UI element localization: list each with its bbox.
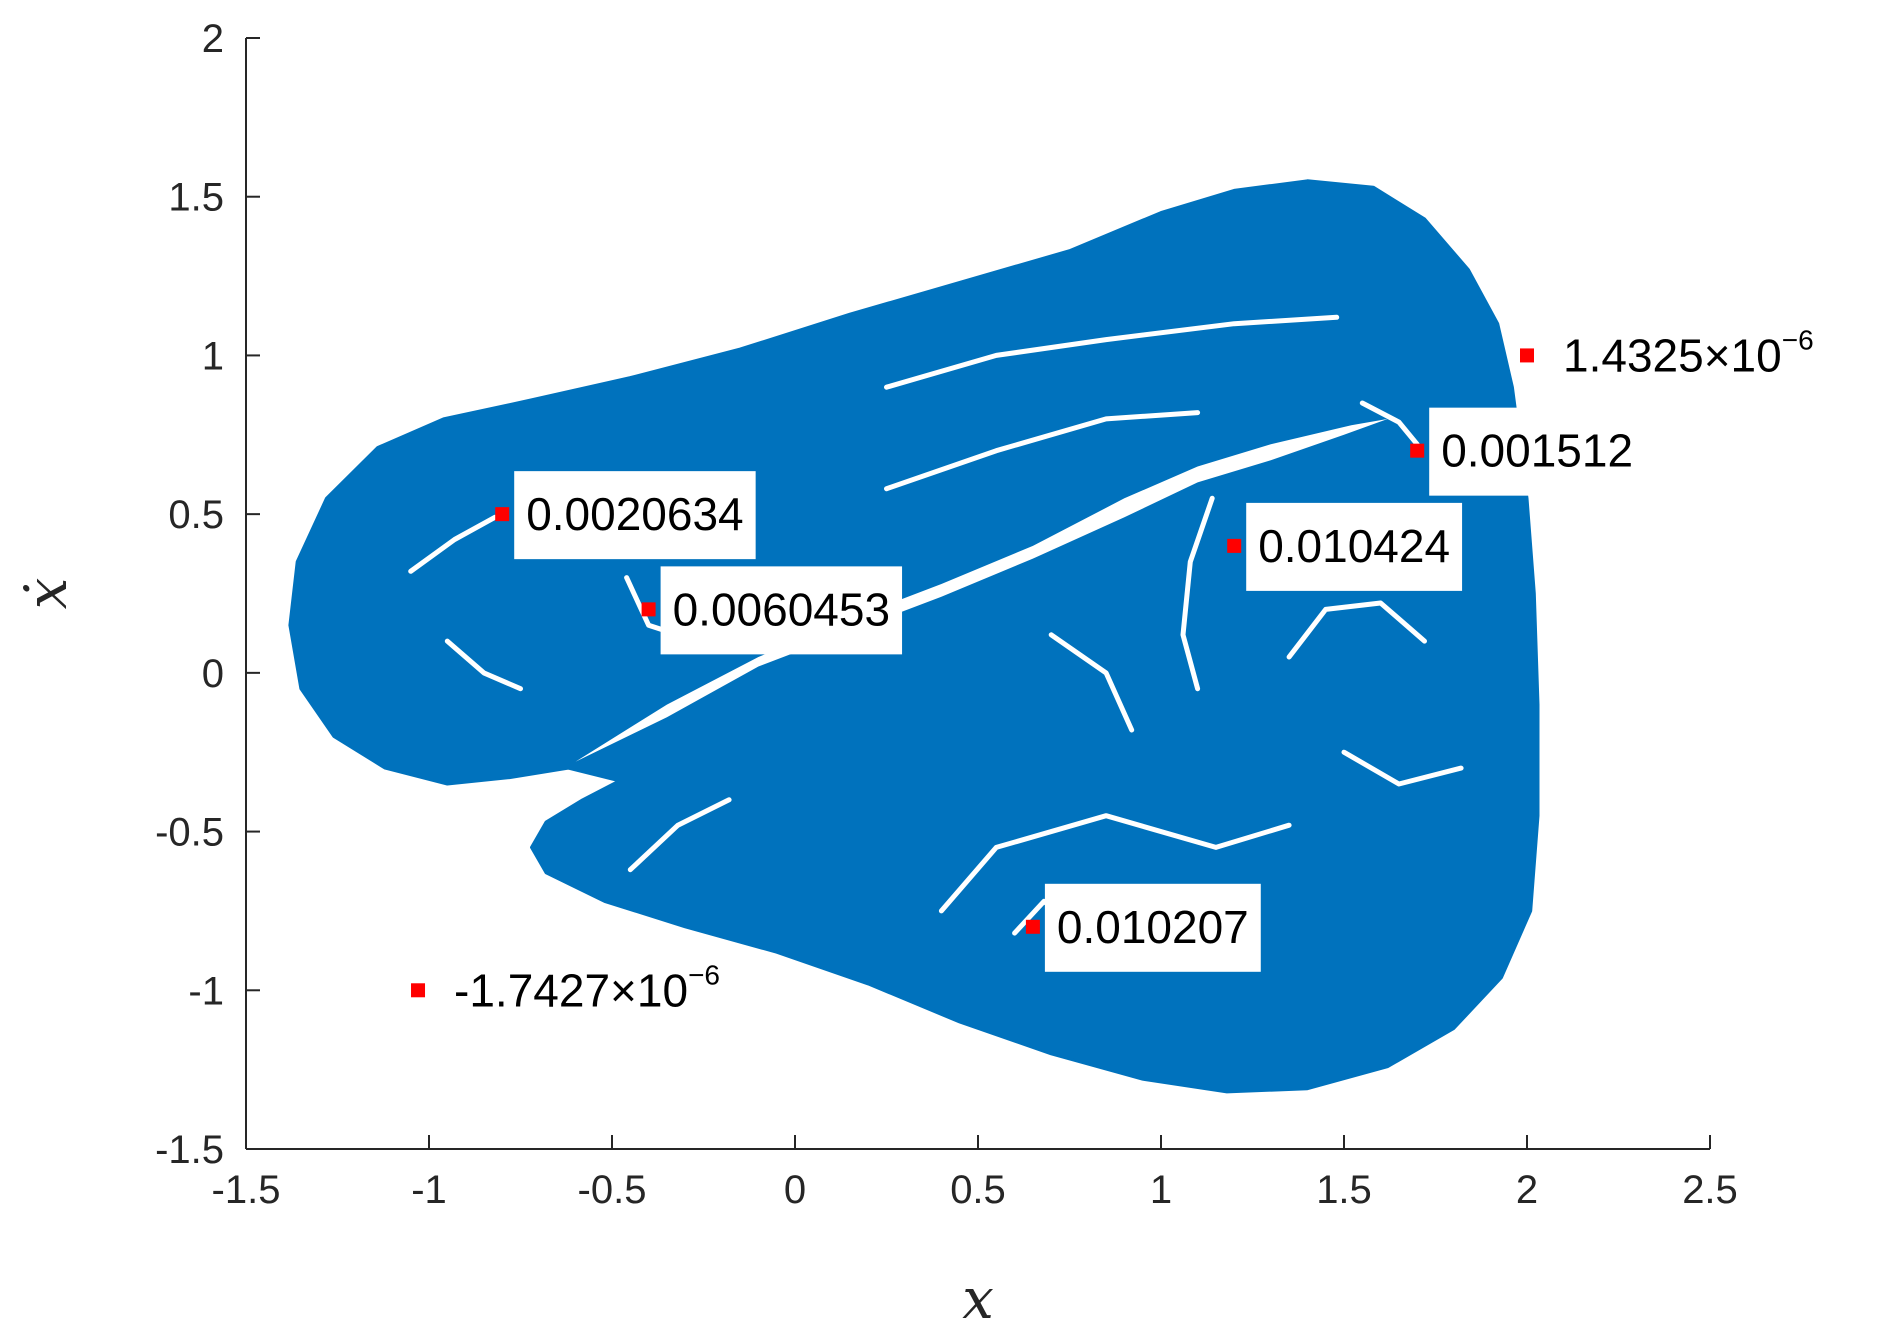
data-point-marker [1025,919,1040,934]
y-axis-label: ẋ [15,578,80,610]
x-tick-label: 2 [1516,1168,1538,1212]
marker-group: 0.0060453 [641,566,903,655]
x-tick-label: 2.5 [1682,1168,1738,1212]
axes: -1.5 -1 -0.5 0 0.5 1 1.5 2 2.5 -1.5 -1 -0.5 0 0.5 1 1.5… [155,17,1738,1212]
label-box [514,471,756,560]
basin-filament [1180,495,1215,692]
y-tick-label: 1 [202,334,224,378]
y-tick-label: -1.5 [155,1128,224,1172]
x-tick-label: -1 [411,1168,447,1212]
basin-filament [1341,749,1464,787]
label-mantissa: -1.7427×10 [454,964,688,1016]
x-tick-label: 0.5 [950,1168,1006,1212]
basin-filament [1359,400,1420,447]
point-value-label: 0.0020634 [526,488,743,540]
data-point-marker [1227,538,1242,553]
markers: 0.0020634 0.0060453 0.010424 0.001512 1.4325… [411,324,1814,1016]
label-box [1246,502,1463,591]
label-exponent: −6 [1782,324,1814,355]
y-tick-label: -1 [188,969,224,1013]
basin-region [288,179,1540,1094]
y-tick-label: 0 [202,652,224,696]
y-tick-label: 0.5 [168,493,224,537]
basin-filament [408,514,498,574]
basin-filament [884,314,1340,390]
basin-filament [884,410,1201,492]
point-value-label: 0.010207 [1057,901,1249,953]
point-value-label: 0.001512 [1441,425,1633,477]
basin-filament [1286,600,1427,660]
data-point-marker [495,507,510,522]
y-tick-label: 2 [202,17,224,61]
marker-group: 0.010207 [1025,883,1261,972]
point-value-label: 1.4325×10−6 [1563,324,1814,381]
point-value-label: 0.0060453 [673,583,890,635]
x-axis-label: x [962,1267,994,1332]
basin-fill [288,179,1540,1094]
data-point-marker [641,602,656,617]
x-tick-label: -1.5 [212,1168,281,1212]
point-value-label: 0.010424 [1258,520,1450,572]
marker-group: -1.7427×10−6 [411,959,720,1016]
marker-group: 0.001512 [1410,407,1646,496]
marker-group: 0.0020634 [495,471,756,560]
label-exponent: −6 [688,959,720,990]
x-tick-label: 1.5 [1316,1168,1372,1212]
basin-filament [938,813,1292,914]
label-mantissa: 1.4325×10 [1563,329,1782,381]
label-box [1429,407,1646,496]
marker-group: 1.4325×10−6 [1520,324,1814,381]
data-point-marker [1520,348,1534,363]
x-tick-label: 1 [1150,1168,1172,1212]
basin-filament [1048,632,1135,733]
data-point-marker [411,983,426,998]
label-box [660,566,903,655]
y-tick-label: 1.5 [168,176,224,220]
y-tick-label: -0.5 [155,811,224,855]
data-point-marker [1410,443,1425,458]
point-value-label: -1.7427×10−6 [454,959,720,1016]
basin-filament [627,797,732,873]
x-tick-label: 0 [784,1168,806,1212]
label-box [1044,883,1261,972]
marker-group: 0.010424 [1227,502,1463,591]
basin-filament [444,638,523,692]
x-tick-label: -0.5 [578,1168,647,1212]
